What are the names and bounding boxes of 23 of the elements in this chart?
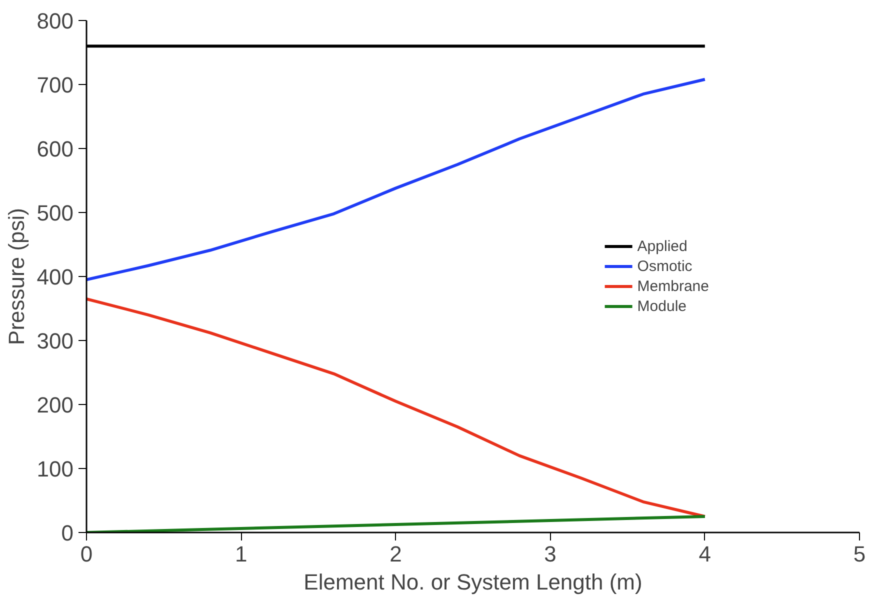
y-tick-label: 800 [36, 8, 74, 34]
x-tick-label: 1 [234, 542, 248, 566]
y-tick-label: 100 [36, 456, 74, 482]
y-tick-label: 0 [61, 520, 74, 546]
y-tick-label: 700 [36, 72, 74, 98]
line-series [86, 297, 706, 518]
legend-label: Module [637, 298, 686, 314]
y-tick-label: 300 [36, 328, 74, 354]
x-tick-label: 3 [544, 542, 556, 566]
legend-label: Membrane [637, 278, 709, 294]
x-tick-label: 0 [80, 542, 93, 566]
legend-label: Applied [637, 238, 688, 254]
y-tick-label: 200 [36, 392, 74, 418]
line-series [86, 78, 706, 282]
y-tick-label: 600 [36, 136, 74, 162]
legend-label: Osmotic [637, 258, 692, 274]
x-tick-label: 5 [853, 542, 866, 566]
x-tick-label: 4 [698, 542, 712, 566]
x-axis-title: Element No. or System Length (m) [304, 570, 642, 594]
y-axis-title: Pressure (psi) [4, 208, 29, 345]
x-tick-label: 2 [390, 542, 402, 566]
y-tick-label: 400 [36, 264, 74, 290]
y-tick-label: 500 [36, 200, 74, 226]
